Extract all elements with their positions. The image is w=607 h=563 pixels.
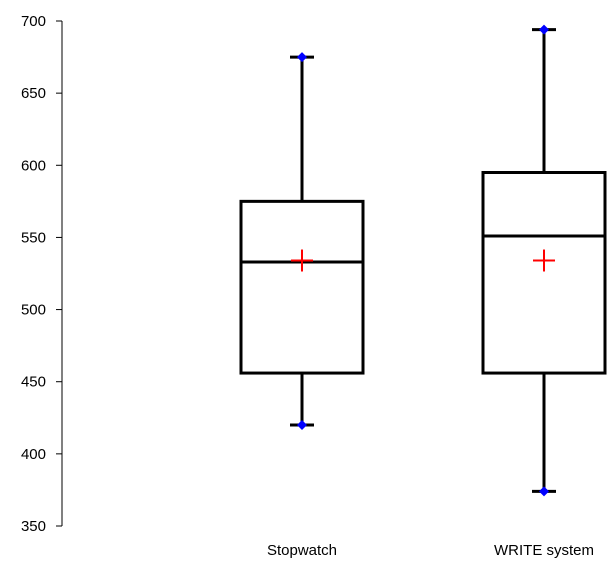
interquartile-box: [239, 199, 365, 375]
max-marker: [297, 52, 307, 63]
x-category-label: Stopwatch: [267, 542, 337, 559]
y-tick-label: 350: [21, 518, 46, 535]
max-marker: [539, 24, 549, 35]
y-tick-label: 500: [21, 302, 46, 319]
x-axis-category-labels: Stopwatch WRITE system: [267, 542, 594, 559]
box-plot-series: [239, 24, 607, 497]
y-tick-label: 700: [21, 13, 46, 30]
min-marker: [539, 486, 549, 497]
box-plot-write-system: [481, 24, 607, 497]
y-tick-label: 400: [21, 446, 46, 463]
x-category-label: WRITE system: [494, 542, 594, 559]
y-axis: 350 400 450 500 550 600 650 700: [21, 13, 63, 535]
y-tick-label: 450: [21, 374, 46, 391]
min-marker: [297, 420, 307, 430]
interquartile-box: [481, 171, 607, 375]
y-tick-label: 550: [21, 229, 46, 246]
y-tick-label: 650: [21, 85, 46, 102]
box-plot-stopwatch: [239, 52, 365, 430]
y-tick-label: 600: [21, 157, 46, 174]
